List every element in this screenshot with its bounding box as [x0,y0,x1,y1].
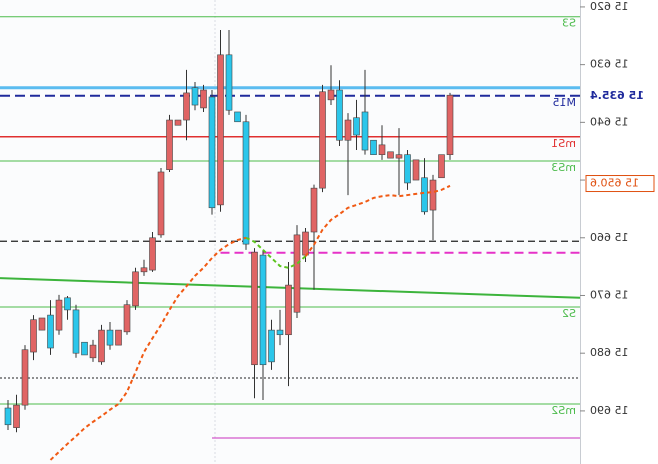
candle-body [13,404,20,428]
candle-body [378,144,386,155]
candle-body [310,187,318,233]
candle-body [336,89,343,141]
candle-body [370,139,377,155]
candle-body [64,297,71,311]
candle-body [200,89,207,109]
candle-body [421,177,428,213]
candle-body [404,154,411,184]
candle-body [344,119,352,141]
candle-body [319,91,326,189]
candle-body [327,89,335,101]
candle-body [234,111,241,123]
candle-body [166,119,173,170]
moving-average [245,236,307,269]
price-tag-box [585,175,655,193]
y-tick-label: 15 680 [590,346,629,359]
level-label: mS2 [551,404,576,417]
y-tick-label: 15 620 [590,0,629,13]
candle-body [183,92,190,121]
candle-body [132,271,139,307]
candle-body [89,344,97,359]
level-label: M15 [553,96,577,109]
level-label: mS1 [551,137,576,150]
candle-body [21,349,29,406]
candle-body [30,319,37,353]
candle-body [55,299,63,331]
level-label: mS3 [551,161,576,174]
candle-body [446,94,454,155]
level-label: S2 [562,307,576,320]
candle-body [251,251,258,366]
level-label: S3 [562,17,576,30]
candle-body [293,234,301,313]
candle-body [123,304,131,333]
candle-body [72,309,80,354]
candle-body [115,329,122,346]
candle-body [208,96,216,209]
candle-body [285,284,292,336]
candle-body [361,111,369,151]
candle-body [302,231,309,256]
moving-average [49,184,451,461]
candle-body [438,154,445,179]
candle-body [259,254,267,366]
candle-body [387,151,394,159]
candle-body [412,159,420,181]
candle-body [217,54,224,206]
candle-body [395,154,403,159]
candle-body [242,121,250,245]
candle-body [38,317,46,331]
y-tick-label: 15 630 [590,58,629,71]
y-tick-label: 15 690 [590,404,629,417]
y-tick-label: 15 660 [590,231,629,244]
price-tag: 15 635.4 [590,89,644,102]
candle-body [47,314,54,349]
y-tick-label: 15 640 [590,115,629,128]
candle-body [268,329,275,363]
candle-body [98,329,105,363]
plot-area [0,0,580,464]
candle-body [81,341,88,356]
candle-body [106,329,114,346]
candle-body [353,117,360,136]
candle-body [276,329,284,336]
candle-body [191,87,199,106]
candle-body [149,237,156,271]
candle-body [174,119,182,126]
price-tag-box [586,87,654,104]
candle-body [4,407,12,426]
candle-body [225,54,233,111]
candle-body [157,171,165,236]
y-tick-label: 15 670 [590,288,629,301]
candle-body [140,267,148,273]
candle-body [429,179,437,211]
price-tag: 15 650.6 [590,177,639,190]
